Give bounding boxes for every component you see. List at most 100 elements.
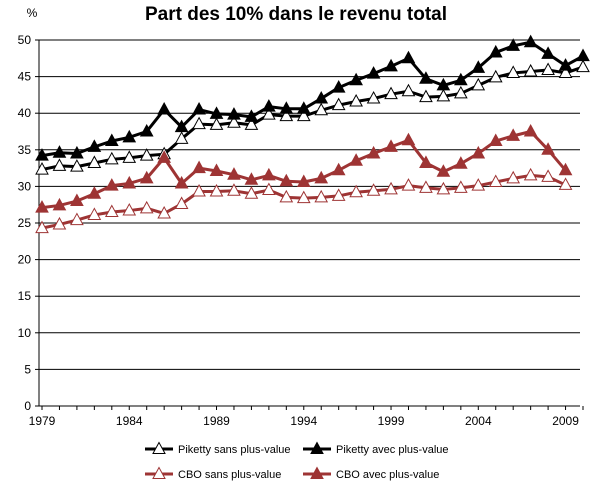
point-piketty-sans-plus-value-2005 [488, 69, 503, 83]
point-piketty-avec-plus-value-1999 [384, 58, 398, 72]
y-tick-label-0: 0 [24, 399, 31, 413]
axes: 0 5 10 15 20 25 30 35 40 45 50 1979 1984 1989 1994 1999… [18, 33, 584, 428]
y-tick-label-50: 50 [18, 33, 32, 47]
y-tick-label-35: 35 [18, 143, 32, 157]
point-piketty-sans-plus-value-1998 [366, 91, 381, 104]
point-cbo-avec-plus-value-1997 [349, 153, 363, 166]
point-cbo-sans-plus-value-2008 [541, 169, 555, 182]
point-piketty-avec-plus-value-2003 [453, 72, 468, 86]
point-piketty-avec-plus-value-1989 [209, 106, 224, 119]
point-cbo-avec-plus-value-1999 [384, 139, 398, 152]
point-piketty-sans-plus-value-1979 [35, 162, 49, 175]
y-tick-label-45: 45 [18, 70, 32, 84]
point-piketty-sans-plus-value-1983 [104, 151, 119, 165]
legend-swatch-marker [310, 466, 324, 479]
x-tick-label-1984: 1984 [116, 414, 143, 428]
point-piketty-avec-plus-value-1980 [52, 145, 67, 158]
point-cbo-sans-plus-value-1981 [70, 212, 84, 226]
point-piketty-sans-plus-value-2001 [419, 89, 433, 103]
legend-label: Piketty avec plus-value [336, 444, 449, 456]
point-cbo-sans-plus-value-1988 [192, 183, 206, 197]
point-cbo-sans-plus-value-1995 [314, 189, 329, 203]
point-cbo-sans-plus-value-1999 [384, 181, 398, 195]
point-cbo-avec-plus-value-1982 [87, 186, 102, 199]
point-piketty-avec-plus-value-2007 [523, 34, 538, 48]
point-cbo-avec-plus-value-1984 [122, 175, 137, 189]
legend-swatch-marker [310, 441, 324, 454]
legend-label: Piketty sans plus-value [178, 444, 291, 456]
point-cbo-avec-plus-value-1989 [209, 163, 224, 177]
point-piketty-avec-plus-value-2005 [488, 44, 503, 58]
point-piketty-avec-plus-value-2001 [419, 71, 433, 84]
point-cbo-sans-plus-value-2005 [488, 174, 503, 188]
point-cbo-sans-plus-value-2000 [401, 178, 416, 191]
point-cbo-avec-plus-value-1998 [366, 145, 381, 159]
point-piketty-sans-plus-value-1980 [52, 158, 67, 171]
point-cbo-avec-plus-value-1986 [157, 150, 172, 163]
point-piketty-sans-plus-value-2007 [523, 63, 538, 77]
point-cbo-avec-plus-value-2002 [436, 164, 451, 177]
point-piketty-avec-plus-value-1984 [122, 129, 137, 143]
point-cbo-avec-plus-value-1994 [296, 174, 311, 188]
point-piketty-avec-plus-value-1992 [262, 99, 276, 112]
point-piketty-sans-plus-value-2000 [401, 83, 416, 97]
point-cbo-avec-plus-value-2003 [453, 156, 468, 169]
point-piketty-sans-plus-value-1996 [331, 97, 346, 111]
legend-item-cbo-sans-plus-value: CBO sans plus-value [145, 466, 281, 481]
point-piketty-avec-plus-value-2002 [436, 77, 451, 91]
point-piketty-sans-plus-value-1991 [244, 117, 259, 130]
point-piketty-sans-plus-value-2008 [541, 62, 555, 76]
point-piketty-avec-plus-value-1981 [70, 145, 84, 159]
point-piketty-avec-plus-value-1987 [174, 119, 189, 133]
gridlines [39, 39, 580, 370]
point-piketty-sans-plus-value-1981 [70, 159, 84, 172]
point-cbo-sans-plus-value-1994 [296, 190, 311, 204]
point-piketty-sans-plus-value-1997 [349, 93, 363, 107]
point-piketty-avec-plus-value-2008 [541, 46, 555, 59]
point-cbo-sans-plus-value-2003 [453, 180, 468, 193]
point-piketty-avec-plus-value-1979 [35, 148, 49, 161]
legend-label: CBO avec plus-value [336, 469, 439, 481]
point-piketty-sans-plus-value-2010 [576, 59, 590, 73]
point-piketty-sans-plus-value-1985 [139, 148, 154, 161]
point-cbo-sans-plus-value-1989 [209, 183, 224, 197]
point-cbo-sans-plus-value-1985 [139, 200, 154, 214]
y-tick-label-10: 10 [18, 326, 32, 340]
point-cbo-sans-plus-value-2004 [471, 178, 486, 191]
y-tick-label-15: 15 [18, 289, 32, 303]
point-cbo-avec-plus-value-2006 [506, 128, 521, 141]
point-piketty-sans-plus-value-1987 [174, 131, 189, 144]
point-piketty-avec-plus-value-1993 [279, 101, 294, 114]
legend-swatch-marker [152, 466, 166, 479]
legend: Piketty sans plus-value Piketty avec plus… [145, 441, 449, 481]
x-tick-label-1989: 1989 [203, 414, 230, 428]
point-cbo-sans-plus-value-1987 [174, 196, 189, 209]
point-piketty-avec-plus-value-1994 [296, 101, 311, 114]
point-piketty-sans-plus-value-1988 [192, 116, 206, 130]
point-cbo-avec-plus-value-1981 [70, 193, 84, 207]
x-tick-label-1994: 1994 [290, 414, 317, 428]
point-cbo-avec-plus-value-1983 [104, 178, 119, 191]
point-piketty-avec-plus-value-1997 [349, 72, 363, 86]
point-piketty-avec-plus-value-2004 [471, 60, 486, 73]
point-piketty-avec-plus-value-2000 [401, 50, 416, 64]
point-piketty-sans-plus-value-1984 [122, 150, 137, 163]
point-piketty-avec-plus-value-2010 [576, 48, 590, 62]
series-piketty-avec-plus-value [35, 34, 590, 161]
point-cbo-avec-plus-value-2009 [558, 162, 573, 176]
point-cbo-avec-plus-value-2004 [471, 145, 486, 159]
point-piketty-sans-plus-value-2004 [471, 77, 486, 91]
point-cbo-avec-plus-value-2007 [523, 123, 538, 137]
point-piketty-sans-plus-value-1995 [314, 102, 329, 116]
point-cbo-avec-plus-value-1979 [35, 200, 49, 213]
point-cbo-sans-plus-value-1983 [104, 204, 119, 218]
point-cbo-sans-plus-value-2001 [419, 180, 433, 193]
point-cbo-avec-plus-value-1993 [279, 173, 294, 187]
legend-label: CBO sans plus-value [178, 469, 281, 481]
point-cbo-avec-plus-value-2000 [401, 132, 416, 146]
point-cbo-sans-plus-value-1997 [349, 184, 363, 198]
point-cbo-sans-plus-value-2006 [506, 170, 521, 184]
legend-item-piketty-avec-plus-value: Piketty avec plus-value [303, 441, 449, 456]
point-piketty-avec-plus-value-2009 [558, 58, 573, 71]
